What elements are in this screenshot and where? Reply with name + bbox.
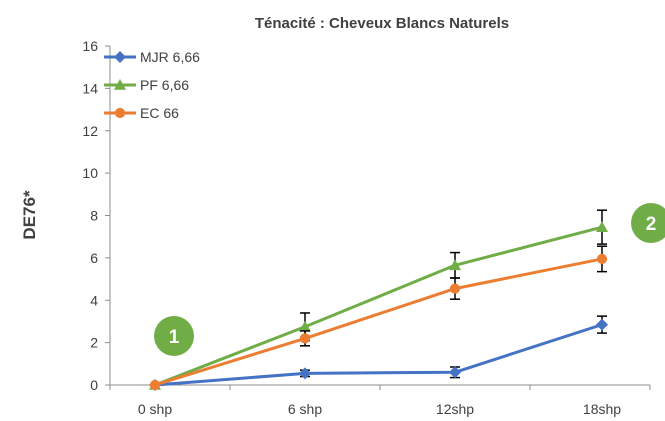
y-tick-label: 2 [90, 335, 98, 351]
data-point [449, 366, 461, 379]
y-tick-label: 14 [82, 80, 98, 96]
step-badge-2: 2 [631, 203, 665, 243]
series-3 [149, 245, 608, 391]
annotations: 12 [154, 203, 665, 356]
y-tick-label: 12 [82, 123, 98, 139]
legend-marker [114, 107, 126, 119]
x-ticks: 0 shp 6 shp 12shp 18shp [109, 385, 651, 417]
data-point [299, 333, 311, 344]
legend-marker [114, 51, 126, 63]
series-2 [149, 209, 608, 390]
data-point [299, 367, 311, 380]
step-badge-circle [154, 316, 194, 356]
series-group [149, 209, 608, 391]
series-line [154, 225, 603, 387]
x-tick-label: 18shp [583, 401, 621, 417]
legend-label: PF 6,66 [140, 77, 189, 93]
series-line [154, 323, 603, 387]
data-point [149, 379, 161, 391]
x-tick-label: 0 shp [138, 401, 172, 417]
legend: MJR 6,66 PF 6,66 EC 66 [104, 49, 200, 121]
y-axis-label: DE76* [20, 190, 39, 240]
data-point [449, 283, 461, 294]
y-tick-label: 0 [90, 377, 98, 393]
y-tick-label: 6 [90, 250, 98, 266]
chart-title: Ténacité : Cheveux Blancs Naturels [255, 15, 509, 32]
data-point [596, 253, 608, 265]
data-point [299, 320, 311, 332]
step-badge-label: 1 [169, 327, 180, 348]
data-point [596, 221, 608, 232]
y-tick-label: 16 [82, 38, 98, 54]
x-tick-label: 6 shp [288, 401, 322, 417]
series-1 [149, 315, 608, 391]
step-badge-label: 2 [646, 214, 657, 235]
y-tick-label: 10 [82, 165, 98, 181]
legend-label: EC 66 [140, 105, 179, 121]
step-badge-1: 1 [154, 316, 194, 356]
step-badge-circle [631, 203, 665, 243]
y-ticks: 0 2 4 6 8 10 12 14 16 [82, 38, 110, 393]
legend-marker [114, 79, 126, 90]
y-tick-label: 8 [90, 208, 98, 224]
data-point [596, 318, 608, 331]
x-tick-label: 12shp [436, 401, 474, 417]
series-line [154, 257, 603, 387]
y-tick-label: 4 [90, 292, 98, 308]
legend-label: MJR 6,66 [140, 49, 200, 65]
data-point [449, 259, 461, 271]
